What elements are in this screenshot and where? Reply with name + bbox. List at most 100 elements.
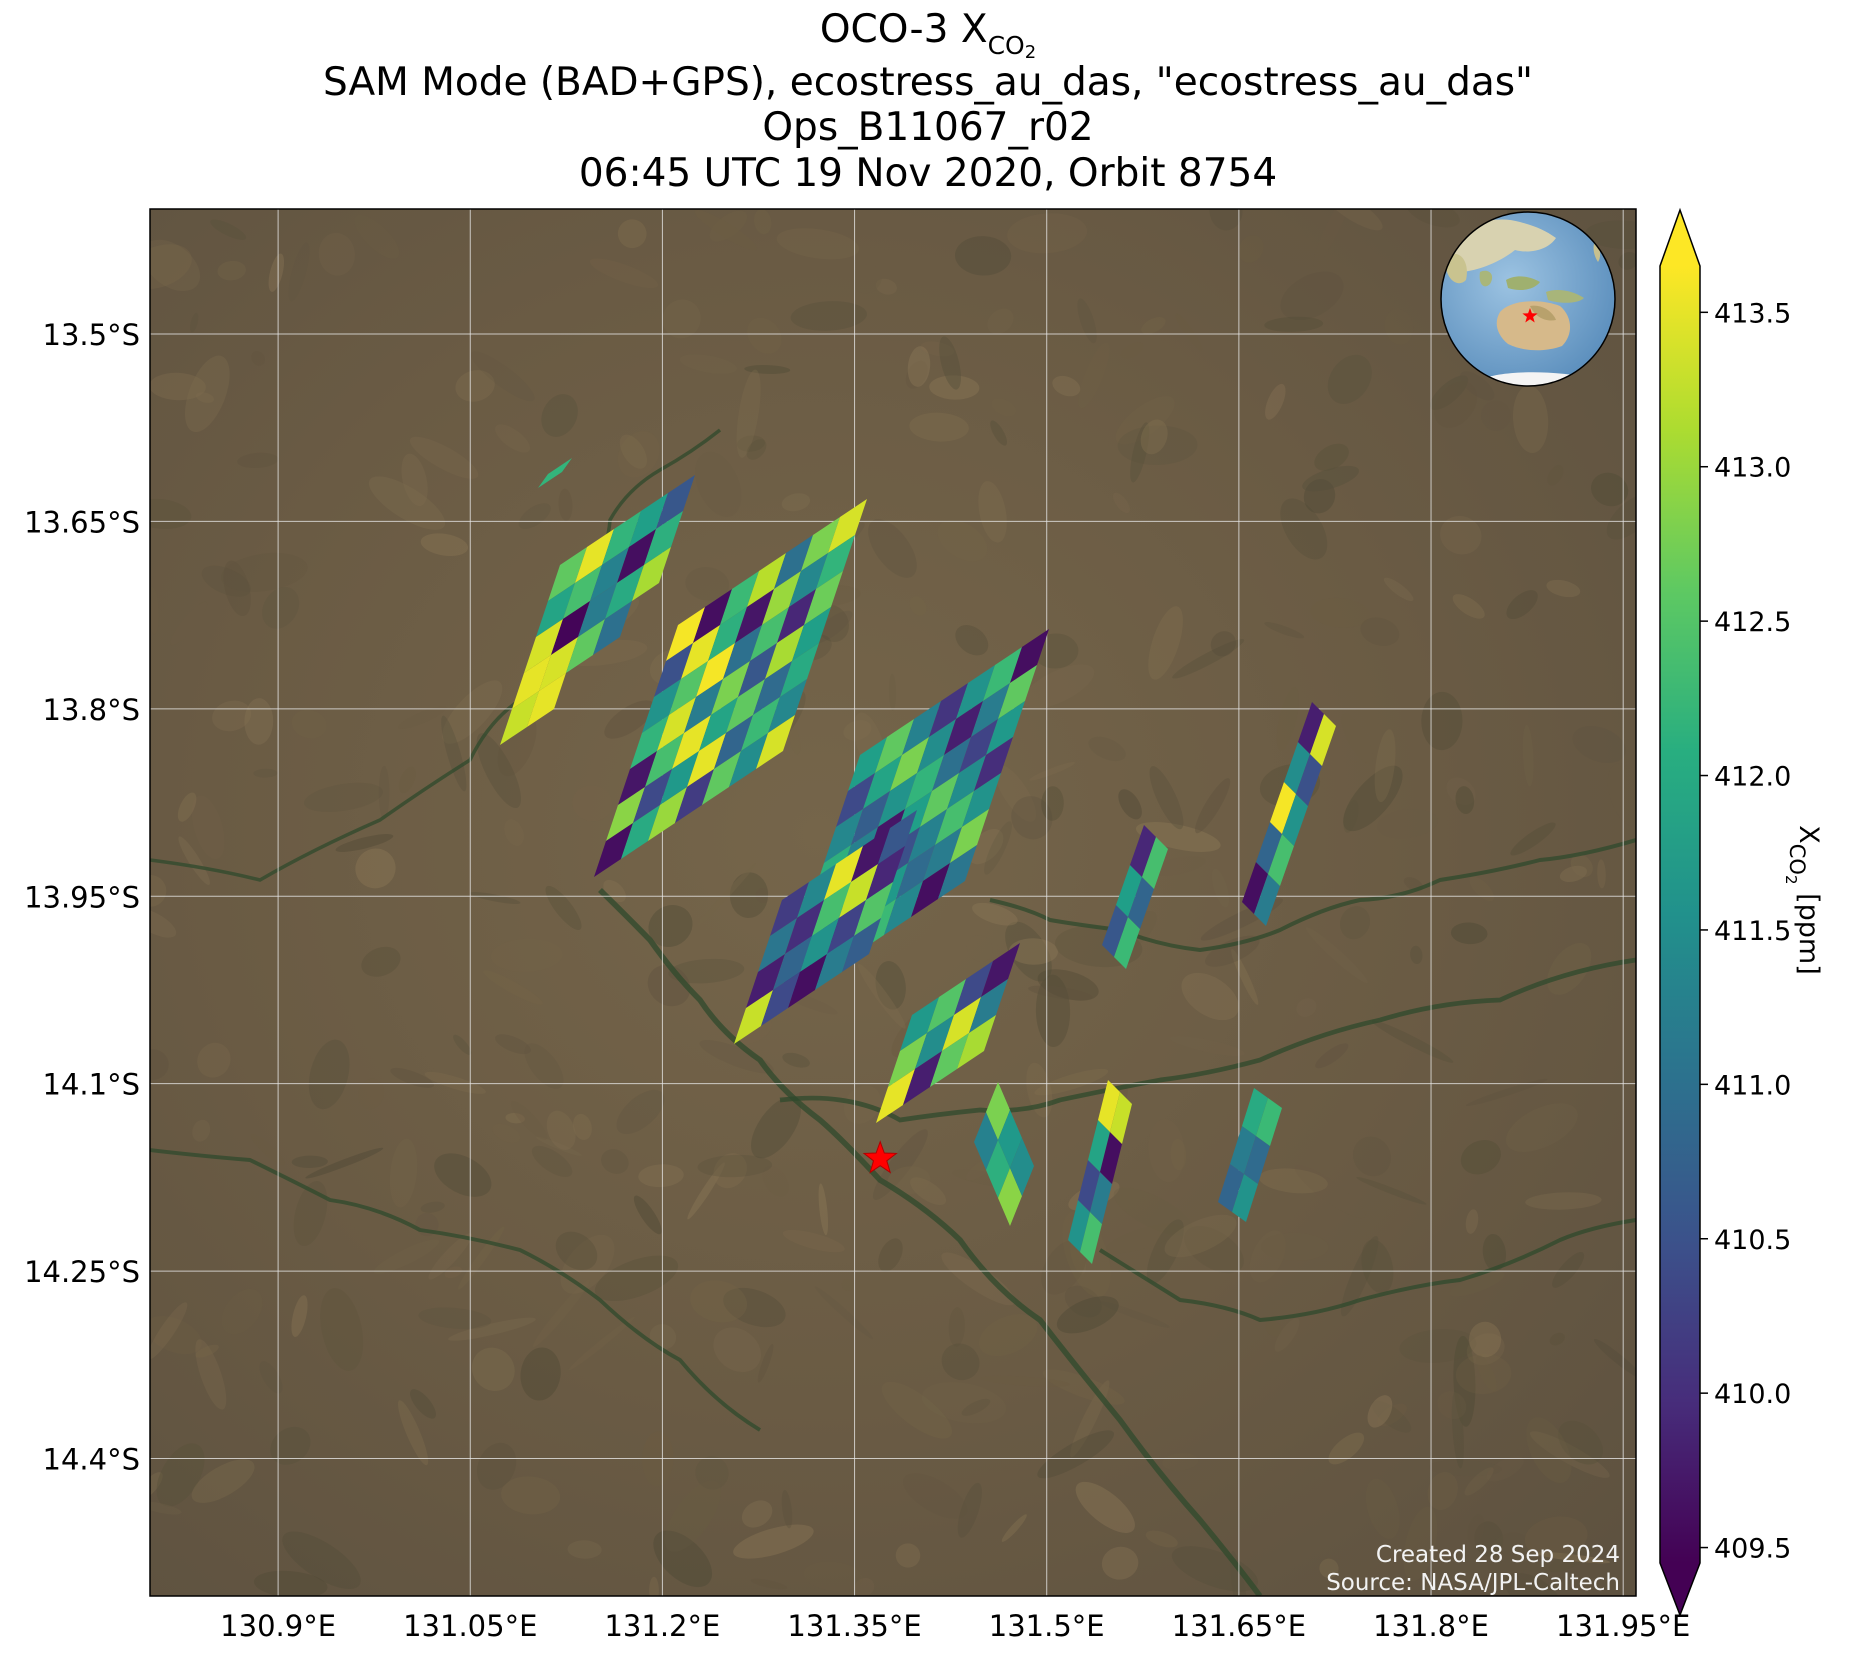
terrain-patch (444, 1266, 463, 1279)
xco2-sounding (878, 810, 917, 864)
terrain-patch (1365, 1478, 1400, 1539)
xco2-sounding (998, 1110, 1022, 1168)
terrain-patch (729, 872, 769, 918)
xco2-sounding (884, 881, 923, 935)
xco2-sounding (1078, 1160, 1100, 1212)
xco2-soundings (500, 458, 1336, 1264)
swath-j (1218, 1088, 1282, 1222)
terrain-patch (510, 1101, 548, 1140)
xco2-sounding (753, 661, 792, 715)
terrain-patch (955, 236, 1012, 276)
terrain-patch (1482, 1233, 1507, 1272)
terrain-patch (782, 1229, 845, 1253)
xco2-sounding (566, 619, 605, 673)
xco2-sounding (986, 1082, 1010, 1140)
xco2-sounding (959, 719, 998, 773)
colorbar-tick-label: 411.5 (1714, 916, 1791, 947)
xco2-sounding (548, 547, 587, 601)
terrain-patch (428, 1233, 473, 1280)
terrain-patch (685, 567, 730, 601)
terrain-patch (633, 1195, 662, 1235)
xco2-sounding (875, 719, 914, 773)
terrain-patch (751, 1096, 801, 1159)
terrain-patch (221, 1288, 263, 1335)
terrain-patch (1427, 1472, 1458, 1510)
colorbar-ticks: 409.5 410.0 410.5 411.0 411.5 412.0 412.5 413.0… (1700, 298, 1791, 1565)
terrain-patch (250, 1134, 286, 1166)
terrain-patch (1315, 1043, 1349, 1069)
terrain-patch (191, 1459, 255, 1503)
xco2-sounding (633, 769, 672, 823)
xco2-sounding (714, 715, 753, 769)
xco2-sounding (648, 787, 687, 841)
xco2-sounding (815, 936, 854, 990)
terrain-patch (495, 424, 531, 453)
terrain-patch (192, 1119, 211, 1142)
xco2-sounding (746, 954, 785, 1008)
terrain-patch (909, 596, 927, 616)
xco2-sounding (974, 737, 1013, 791)
xco2-sounding (878, 773, 917, 827)
terrain-patch (1476, 1355, 1497, 1392)
terrain-patch (604, 700, 655, 739)
terrain-patch (994, 764, 1037, 822)
terrain-patch (1510, 822, 1556, 856)
terrain-patch (1170, 1138, 1187, 1171)
terrain-patch (1100, 1301, 1170, 1328)
river-network (150, 428, 1636, 1596)
terrain-patch (1356, 1176, 1427, 1205)
terrain-patch (910, 1177, 947, 1206)
terrain-patch (1135, 822, 1221, 852)
xco2-sounding (602, 511, 641, 565)
xco2-sounding (702, 751, 741, 805)
terrain-patch (957, 1482, 982, 1538)
terrain-patch (1506, 1103, 1578, 1152)
terrain-patch (170, 601, 208, 646)
terrain-patch (903, 1473, 968, 1519)
terrain-patch (398, 706, 447, 729)
colorbar-tick-label: 412.0 (1714, 762, 1791, 793)
y-tick-label: 13.65°S (24, 505, 140, 539)
xco2-sounding (1088, 1120, 1110, 1172)
xco2-sounding (1268, 834, 1294, 886)
xco2-sounding (729, 733, 768, 787)
terrain-patch (1302, 465, 1359, 492)
xco2-sounding (675, 769, 714, 823)
terrain-patch (1037, 969, 1099, 1001)
terrain-patch (1280, 271, 1344, 320)
terrain-patch (389, 1138, 418, 1208)
terrain-patch (1011, 796, 1053, 840)
xco2-sounding (551, 601, 590, 655)
terrain-patch (1264, 622, 1305, 639)
terrain-patch (984, 821, 1012, 875)
terrain-patch (1597, 859, 1606, 889)
terrain-patch (1118, 789, 1142, 820)
title-line-3: Ops_B11067_r02 (762, 105, 1093, 150)
terrain-patch (619, 434, 648, 469)
xco2-sounding (1242, 1088, 1268, 1136)
colorbar-extend-max (1660, 210, 1700, 266)
xco2-sounding (935, 791, 974, 845)
river (150, 1148, 762, 1432)
terrain-patch (790, 301, 867, 331)
terrain-patch (195, 1339, 227, 1410)
x-tick-label: 131.05°E (403, 1609, 537, 1643)
terrain-patch (878, 1238, 903, 1272)
xco2-sounding (896, 845, 935, 899)
terrain-patch (776, 228, 860, 260)
terrain-patch (1506, 590, 1538, 620)
isolated (538, 458, 572, 488)
terrain-patch (1340, 1236, 1379, 1317)
terrain-patch (490, 938, 563, 972)
xco2-sounding (621, 805, 660, 859)
terrain-patch (532, 1279, 590, 1348)
xco2-sounding (920, 773, 959, 827)
terrain-patch (1328, 1432, 1365, 1465)
terrain-patch (1572, 725, 1626, 764)
terrain-patch (1406, 209, 1460, 228)
terrain-patch (921, 1382, 1006, 1424)
terrain-patch (1487, 1532, 1533, 1579)
terrain-patch (978, 1314, 1038, 1357)
terrain-patch (1037, 1430, 1115, 1479)
